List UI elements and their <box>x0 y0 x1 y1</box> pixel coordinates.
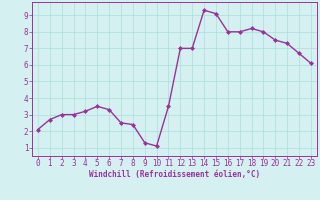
X-axis label: Windchill (Refroidissement éolien,°C): Windchill (Refroidissement éolien,°C) <box>89 170 260 179</box>
